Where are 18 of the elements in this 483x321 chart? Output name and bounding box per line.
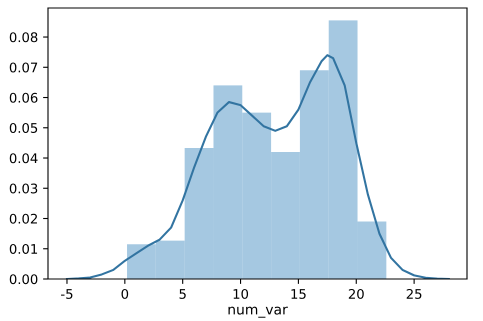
x-axis-title: num_var xyxy=(228,306,288,318)
x-tick-label: 25 xyxy=(406,288,422,299)
y-tick-label: 0.05 xyxy=(10,122,38,133)
y-tick-label: 0.06 xyxy=(10,92,38,103)
y-tick-label: 0.04 xyxy=(10,153,38,164)
x-tick-label: 5 xyxy=(180,289,186,299)
line-series xyxy=(66,54,450,279)
y-tick-label: 0.01 xyxy=(10,244,38,254)
x-tick-label: -5 xyxy=(61,289,72,299)
y-tick-label: 0.08 xyxy=(10,32,38,42)
x-tick-label: 10 xyxy=(234,288,248,299)
y-tick-label: 0.02 xyxy=(10,214,37,224)
x-tick-label: 20 xyxy=(348,288,364,299)
y-tick-label: 0.03 xyxy=(10,183,38,194)
y-tick-label: 0.00 xyxy=(10,274,38,284)
x-tick-label: 15 xyxy=(291,289,306,299)
y-tick-label: 0.07 xyxy=(10,62,38,72)
x-tick-label: 0 xyxy=(122,288,128,299)
